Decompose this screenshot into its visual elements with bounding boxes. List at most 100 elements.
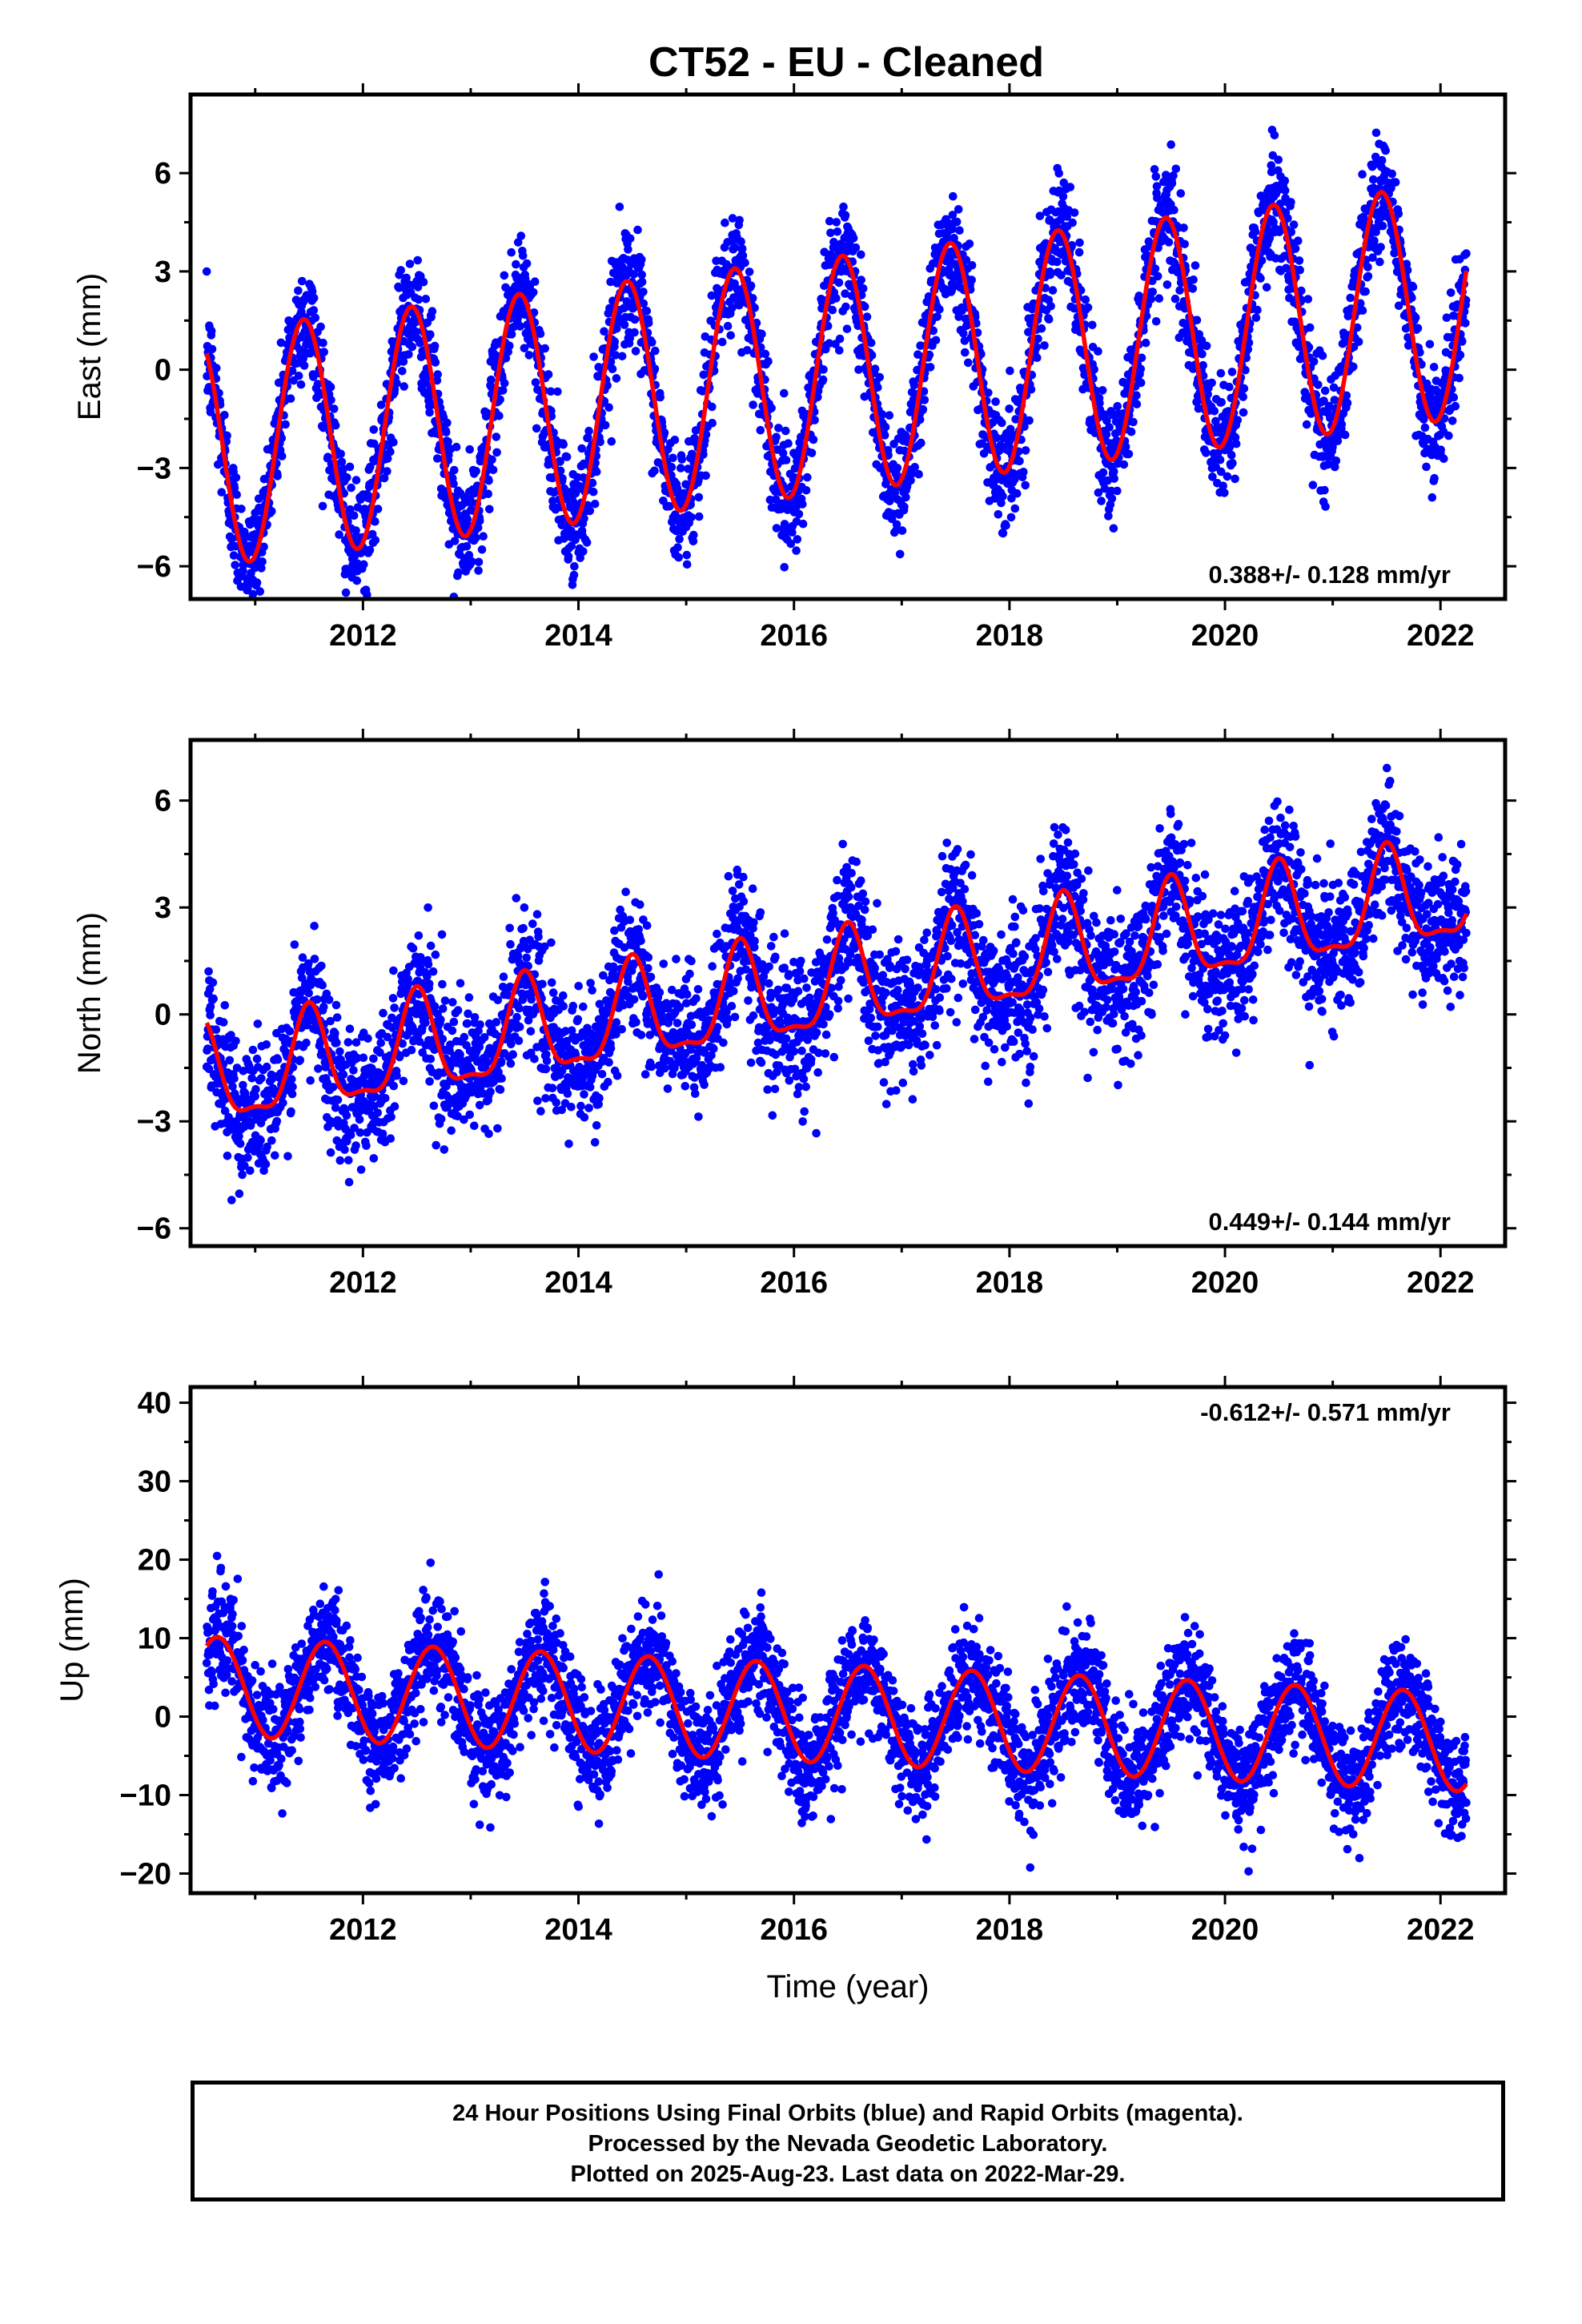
observation-point <box>512 894 521 903</box>
observation-point <box>858 283 868 293</box>
observation-point <box>1456 350 1465 360</box>
observation-point <box>310 922 319 931</box>
observation-point <box>211 1025 221 1034</box>
observation-point <box>1394 209 1403 219</box>
observation-point <box>520 344 529 353</box>
observation-point <box>228 1082 237 1092</box>
observation-point <box>596 437 604 447</box>
observation-point <box>1228 458 1237 468</box>
observation-point <box>262 1062 271 1072</box>
observation-point <box>1354 337 1363 347</box>
observation-point <box>841 289 849 299</box>
x-tick-label: 2022 <box>1407 619 1475 653</box>
y-tick-label: 3 <box>155 255 171 289</box>
observation-point <box>1346 293 1355 303</box>
observation-point <box>1102 430 1111 439</box>
observation-point <box>534 932 543 941</box>
observation-point <box>271 1151 279 1160</box>
observation-point <box>351 526 360 535</box>
observation-point <box>433 454 442 463</box>
observation-point <box>288 1082 297 1092</box>
observation-point <box>1320 386 1330 396</box>
observation-point <box>546 387 556 396</box>
observation-point <box>349 511 359 521</box>
observation-point <box>1105 423 1114 432</box>
observation-point <box>449 1017 459 1027</box>
observation-point <box>723 321 733 331</box>
observation-point <box>220 411 229 420</box>
observation-point <box>206 1011 215 1019</box>
observation-point <box>367 1063 376 1073</box>
observation-point <box>1058 192 1068 201</box>
observation-point <box>639 299 648 308</box>
observation-point <box>612 324 621 333</box>
observation-point <box>832 218 841 227</box>
observation-point <box>232 490 242 499</box>
observation-point <box>590 500 600 509</box>
observation-point <box>335 1156 345 1165</box>
observation-point <box>488 455 496 464</box>
observation-point <box>592 467 601 476</box>
observation-point <box>239 533 249 543</box>
observation-point <box>959 329 968 338</box>
observation-point <box>862 312 872 321</box>
observation-point <box>402 273 411 283</box>
observation-point <box>1166 140 1175 149</box>
observation-point <box>294 286 303 296</box>
observation-point <box>689 537 698 546</box>
observation-point <box>405 259 415 268</box>
observation-point <box>1442 313 1452 323</box>
observation-point <box>1202 341 1211 351</box>
observations-north <box>202 763 1471 1204</box>
observation-point <box>341 588 351 597</box>
observation-point <box>483 408 492 418</box>
observation-point <box>717 337 727 347</box>
observation-point <box>429 1101 439 1111</box>
observation-point <box>483 1058 492 1067</box>
observation-point <box>460 1115 468 1124</box>
observation-point <box>1010 475 1019 484</box>
observation-point <box>1053 257 1062 267</box>
observation-point <box>1390 248 1399 258</box>
observation-point <box>419 277 428 287</box>
observation-point <box>350 1124 359 1132</box>
y-axis-label: East (mm) <box>72 273 107 420</box>
observation-point <box>1021 480 1030 490</box>
observation-point <box>757 329 766 339</box>
observation-point <box>915 415 925 424</box>
observation-point <box>1368 253 1377 263</box>
observation-point <box>383 1032 392 1042</box>
x-tick-label: 2018 <box>976 619 1044 653</box>
observation-point <box>1152 182 1162 191</box>
observation-point <box>1020 422 1029 431</box>
observation-point <box>1040 341 1049 350</box>
observation-point <box>287 1107 295 1116</box>
observation-point <box>512 259 520 269</box>
observation-point <box>437 930 447 939</box>
observation-point <box>336 449 346 459</box>
observation-point <box>901 493 910 502</box>
observation-point <box>826 228 835 238</box>
observation-point <box>249 515 258 525</box>
observation-point <box>296 380 306 389</box>
observation-point <box>677 455 687 464</box>
observation-point <box>342 1111 351 1120</box>
observation-point <box>918 404 928 414</box>
observation-point <box>464 1009 472 1019</box>
observation-point <box>780 388 789 398</box>
observation-point <box>615 202 624 211</box>
observation-point <box>1006 513 1016 522</box>
observation-point <box>327 396 335 404</box>
observation-point <box>1045 215 1054 224</box>
observation-point <box>318 501 327 511</box>
observation-point <box>1215 455 1225 464</box>
observation-point <box>448 998 457 1007</box>
observation-point <box>884 450 893 460</box>
observation-point <box>474 566 483 575</box>
observation-point <box>1314 380 1323 389</box>
observation-point <box>309 306 319 315</box>
observation-point <box>1113 486 1122 496</box>
observation-point <box>1378 221 1387 231</box>
observation-point <box>667 463 677 472</box>
observation-point <box>339 1070 348 1080</box>
